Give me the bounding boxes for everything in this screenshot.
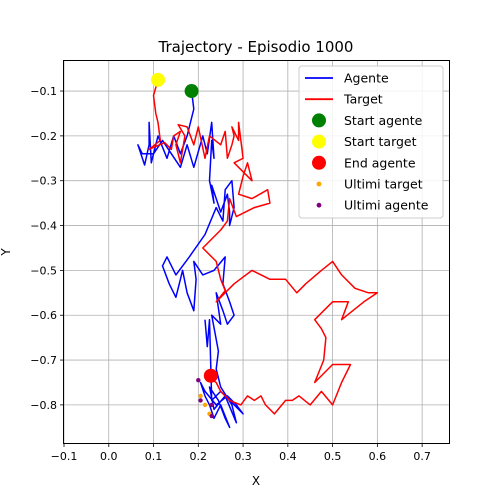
y-tick-label: −0.4 [30, 220, 57, 233]
y-tick-label: −0.5 [30, 264, 57, 277]
legend-label: Target [343, 92, 383, 107]
legend-label: End agente [344, 155, 416, 170]
y-tick-label: −0.6 [30, 309, 57, 322]
ultimi-agente-point [198, 398, 202, 402]
x-tick-label: 0.1 [145, 450, 163, 463]
y-axis-ticks: −0.1 −0.2 −0.3 −0.4 −0.5 −0.6 −0.7 −0.8 [30, 85, 64, 412]
y-tick-label: −0.8 [30, 399, 57, 412]
x-tick-label: 0.4 [279, 450, 297, 463]
start-agente-marker [185, 84, 199, 98]
x-tick-label: 0.2 [190, 450, 208, 463]
legend-swatch [312, 113, 326, 127]
y-tick-label: −0.7 [30, 354, 57, 367]
x-axis-ticks: −0.1 0.0 0.1 0.2 0.3 0.4 0.5 0.6 0.7 [51, 443, 431, 463]
legend-swatch [312, 135, 326, 149]
legend-label: Ultimi target [344, 177, 423, 192]
x-tick-label: 0.5 [324, 450, 342, 463]
x-tick-label: 0.7 [413, 450, 431, 463]
y-tick-label: −0.2 [30, 130, 57, 143]
x-tick-label: 0.3 [234, 450, 252, 463]
start-target-marker [151, 73, 165, 87]
legend-swatch [312, 156, 326, 170]
y-tick-label: −0.3 [30, 175, 57, 188]
legend-swatch [317, 203, 322, 208]
y-tick-label: −0.1 [30, 85, 57, 98]
y-axis-label: Y [0, 248, 13, 257]
ultimi-agente-point [210, 414, 214, 418]
legend-label: Start agente [344, 113, 423, 128]
x-tick-label: −0.1 [51, 450, 78, 463]
legend: Agente Target Start agente Start target End … [299, 66, 443, 218]
x-tick-label: 0.6 [369, 450, 387, 463]
ultimi-agente-point [196, 378, 200, 382]
legend-label: Ultimi agente [344, 198, 429, 213]
x-axis-label: X [252, 474, 260, 488]
ultimi-target-point [198, 394, 202, 398]
ultimi-agente-point [210, 403, 214, 407]
legend-swatch [317, 182, 322, 187]
marker-layer [151, 73, 218, 418]
ultimi-target-point [203, 403, 207, 407]
end-agente-marker [204, 369, 218, 383]
legend-label: Agente [344, 71, 389, 86]
legend-label: Start target [344, 134, 417, 149]
x-tick-label: 0.0 [100, 450, 118, 463]
chart-title: Trajectory - Episodio 1000 [158, 38, 354, 56]
